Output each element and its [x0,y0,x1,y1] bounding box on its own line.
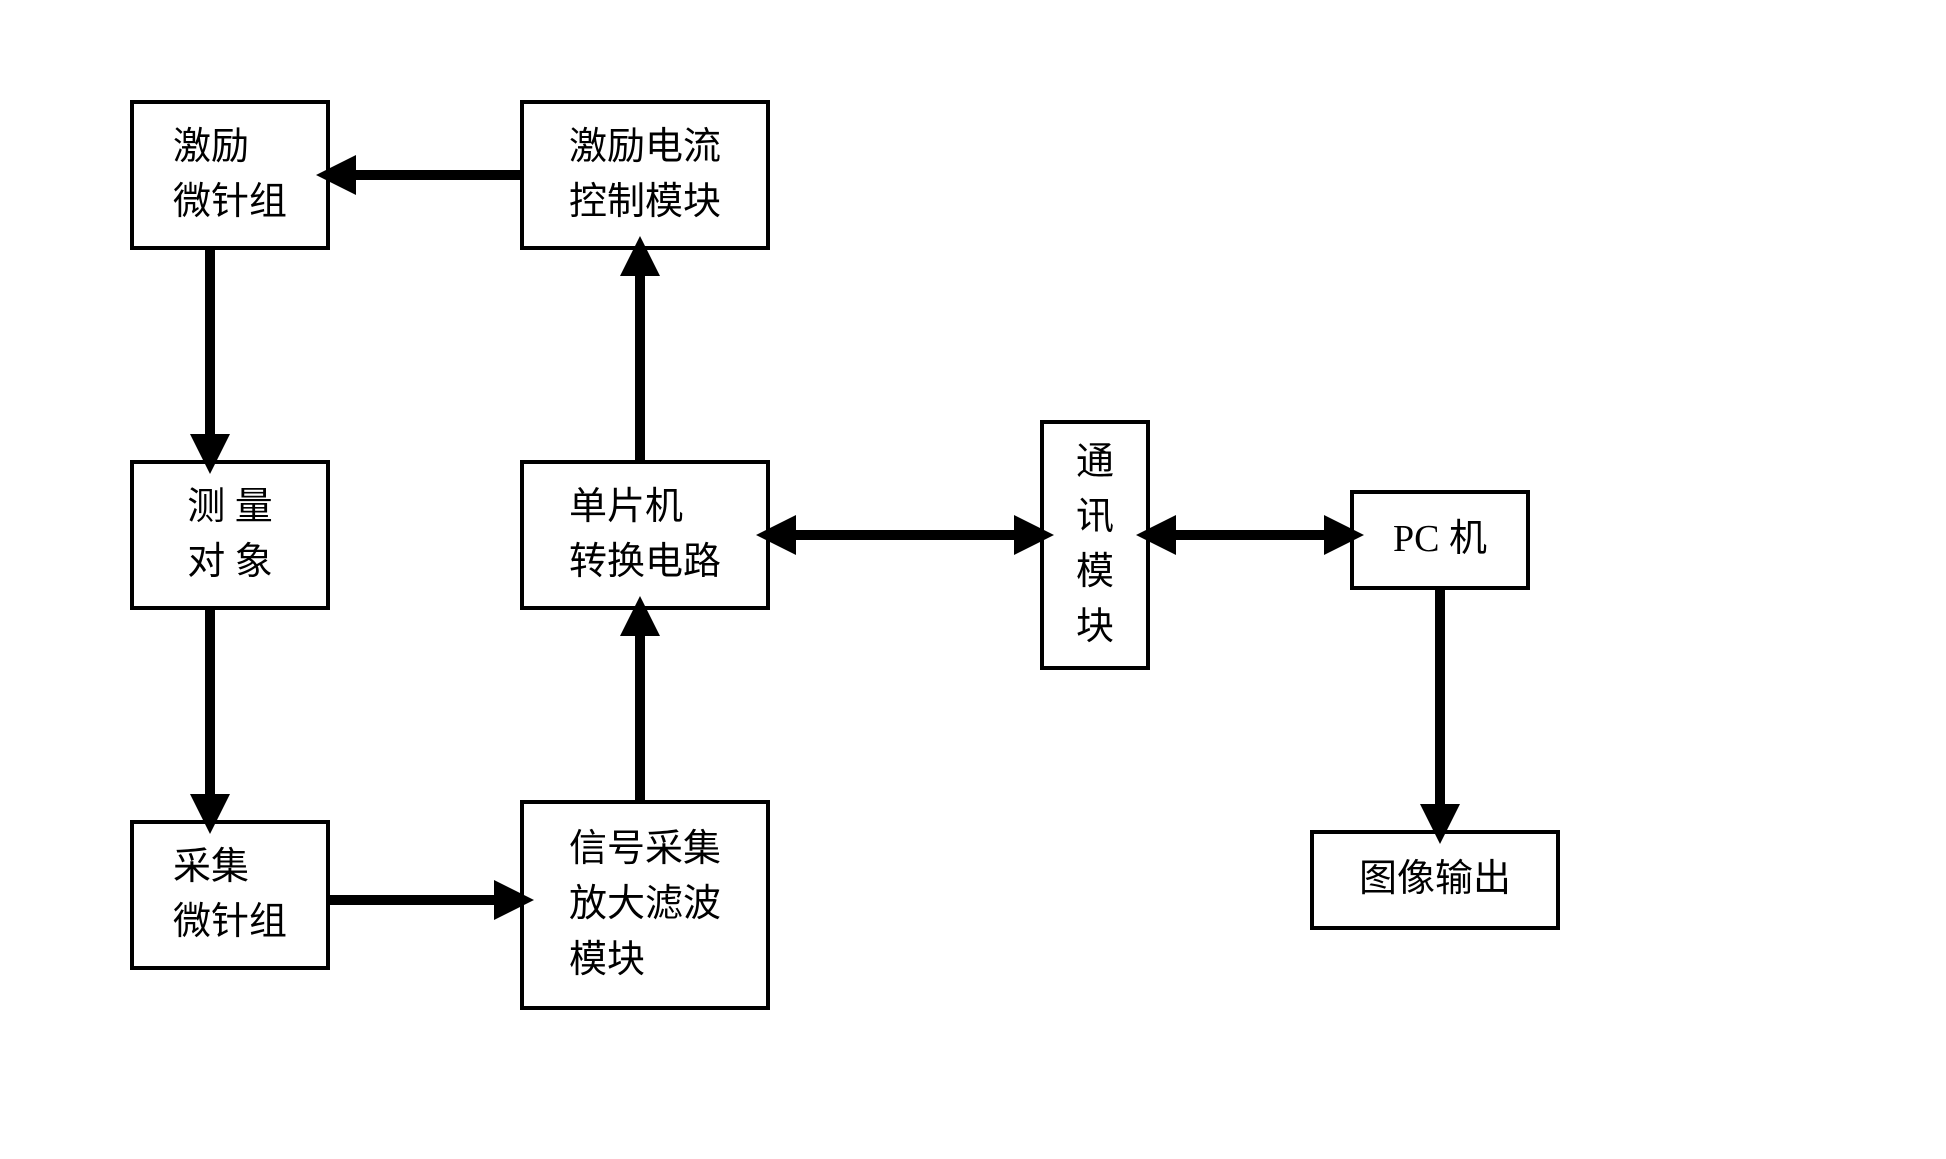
node-label: 激励电流控制模块 [569,120,721,230]
node-mcu: 单片机转换电路 [520,460,770,610]
node-label: 通讯模块 [1076,435,1114,655]
node-measure-obj: 测 量对 象 [130,460,330,610]
node-collect-needle: 采集微针组 [130,820,330,970]
node-pc: PC 机 [1350,490,1530,590]
node-label: 图像输出 [1359,852,1511,907]
node-excite-current: 激励电流控制模块 [520,100,770,250]
node-label: 激励微针组 [173,120,287,230]
node-label: 单片机转换电路 [569,480,721,590]
flowchart-diagram: 激励微针组 激励电流控制模块 测 量对 象 单片机转换电路 通讯模块 PC 机 … [0,0,1946,1159]
node-excite-needle: 激励微针组 [130,100,330,250]
node-label: 测 量对 象 [187,480,273,590]
node-signal: 信号采集放大滤波模块 [520,800,770,1010]
node-label: PC 机 [1393,512,1487,567]
node-comm: 通讯模块 [1040,420,1150,670]
node-label: 信号采集放大滤波模块 [569,822,721,987]
node-label: 采集微针组 [173,840,287,950]
node-image-out: 图像输出 [1310,830,1560,930]
